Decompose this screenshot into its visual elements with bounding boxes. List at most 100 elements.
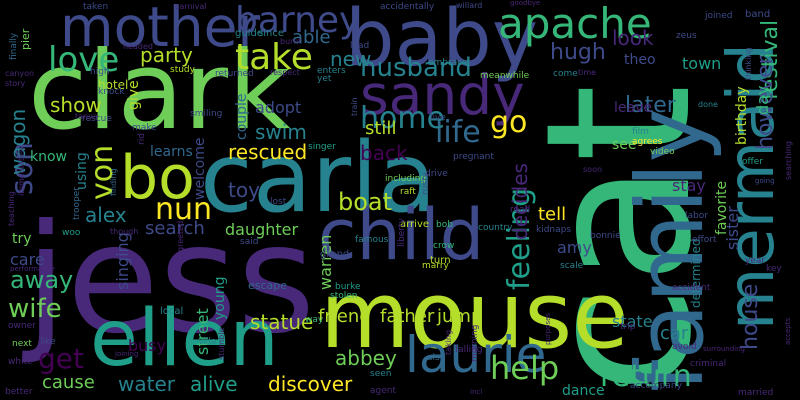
word-crow: crow — [433, 241, 455, 251]
word-welcome: welcome — [192, 137, 208, 200]
word-trooper: trooper — [72, 187, 82, 220]
word-birthday: birthday — [734, 86, 750, 145]
word-burnt: burnt — [280, 37, 302, 46]
word-rescue: rescue — [82, 114, 112, 124]
word-party: party — [140, 43, 193, 67]
word-famous: famous — [355, 235, 389, 245]
word-barney: barney — [235, 0, 361, 41]
word-abbey: abbey — [335, 346, 397, 370]
word-mouse: mouse — [320, 262, 629, 369]
word-laurie: laurie — [405, 326, 547, 384]
word-train: train — [350, 97, 359, 116]
word-agrees: agrees — [632, 137, 663, 147]
word-love: love — [48, 40, 120, 80]
word-villa: villa — [198, 337, 217, 347]
word-escape: escape — [248, 279, 288, 292]
word-willard: willard — [456, 1, 483, 10]
word-decides: decides — [508, 163, 532, 240]
word-jess: jess — [25, 193, 316, 367]
word-alive: alive — [190, 372, 238, 396]
word-road: road — [510, 205, 531, 215]
word-greeted: greeted — [176, 220, 185, 252]
word-searching: searching — [784, 141, 793, 180]
word-busy: busy — [128, 336, 167, 355]
word-search: search — [145, 218, 205, 239]
word-discover: discover — [268, 372, 353, 396]
word-soon: soon — [583, 165, 603, 174]
word-adopt: adopt — [255, 98, 302, 117]
word-owner: owner — [8, 321, 36, 331]
word-bo: bo — [120, 143, 195, 213]
word-criminal: criminal — [690, 359, 727, 369]
word-bob: bob — [436, 220, 453, 230]
word-purposes: purposes — [544, 312, 552, 345]
word-seen: seen — [370, 369, 392, 379]
word-going: going — [755, 177, 775, 185]
word-home: home — [360, 101, 446, 136]
word-water: water — [118, 372, 175, 396]
word-knock: knock — [98, 87, 125, 97]
word-local: local — [160, 306, 184, 317]
word-carnival: carnival — [175, 2, 207, 11]
word-returned: returned — [215, 69, 254, 79]
word-learns: learns — [150, 144, 193, 160]
word-smiling: smiling — [190, 109, 223, 119]
word-street: street — [193, 308, 212, 355]
word-grand: grand — [320, 249, 350, 260]
word-boat: boat — [338, 188, 393, 216]
word-guide: guide — [235, 28, 263, 39]
word-warren: warren — [316, 234, 335, 290]
word-get: get — [38, 342, 84, 375]
word-headed: headed — [123, 42, 153, 51]
word-story: story — [5, 79, 26, 88]
word-young: young — [212, 276, 228, 320]
word-finally: finally — [9, 32, 19, 60]
word-come: come — [553, 69, 578, 79]
word-labor: labor — [685, 211, 708, 221]
word-back: back — [360, 141, 408, 165]
word-time: time — [578, 68, 597, 77]
word-though: though — [110, 227, 139, 236]
word-offer: offer — [742, 157, 763, 167]
word-take: take — [235, 37, 313, 78]
word-better: better — [5, 387, 33, 397]
word-hugh: hugh — [550, 40, 606, 65]
word-lead: lead — [350, 41, 370, 51]
word-new: new — [330, 47, 372, 71]
word-country: country — [478, 223, 513, 233]
word-singing: singing — [113, 232, 132, 290]
word-look: look — [612, 26, 654, 50]
word-rid: rid — [137, 133, 147, 145]
word-canyon: canyon — [5, 69, 35, 78]
word-kidnaps: kidnaps — [536, 225, 572, 235]
word-trip: trip — [620, 322, 636, 332]
word-performance: performance — [10, 265, 55, 273]
word-drive: drive — [425, 169, 448, 179]
word-daughter: daughter — [225, 220, 299, 239]
word-surrounding: surrounding — [703, 345, 745, 353]
word-including: including — [385, 174, 426, 184]
word-rescued: rescued — [228, 140, 308, 164]
word-see: see — [612, 137, 637, 153]
word-rusty: rusty — [421, 172, 431, 195]
word-immediately: immediately — [17, 146, 26, 196]
word-avoid: avoid — [672, 342, 697, 352]
word-determined: determined — [689, 238, 703, 308]
word-day: day — [753, 85, 772, 115]
word-marry: marry — [422, 261, 449, 271]
word-baby: baby — [345, 0, 538, 84]
word-tell: tell — [538, 204, 567, 225]
word-jump: jump — [437, 306, 483, 327]
word-tanya: tanya — [75, 112, 98, 121]
word-woo: woo — [62, 228, 81, 238]
word-arrive: arrive — [400, 219, 430, 230]
word-car: car — [660, 323, 689, 344]
word-turn: turn — [430, 255, 451, 266]
word-state: state — [612, 312, 653, 331]
word-theo: theo — [624, 52, 656, 68]
word-using: using — [74, 152, 90, 190]
word-since: since — [258, 28, 284, 39]
word-joining: joining — [115, 350, 139, 358]
word-stumble: stumble — [217, 327, 226, 360]
